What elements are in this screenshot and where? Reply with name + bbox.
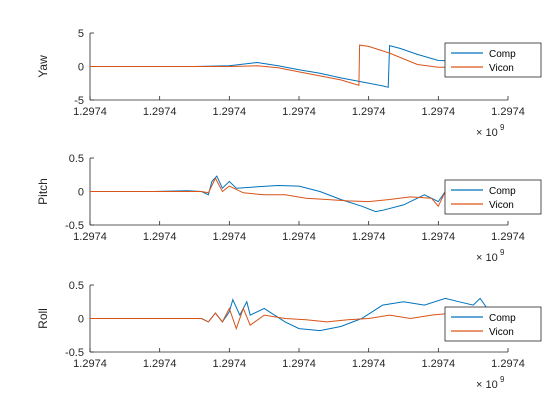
y-tick-label: -0.5 xyxy=(65,220,84,232)
x-tick-label: 1.2974 xyxy=(282,231,316,243)
x-tick-label: 1.2974 xyxy=(352,231,386,243)
legend: Comp Vicon xyxy=(444,42,542,78)
x-tick-label: 1.2974 xyxy=(213,231,247,243)
x-tick-label: 1.2974 xyxy=(491,231,525,243)
legend: Comp Vicon xyxy=(444,306,542,342)
y-axis-label: Pitch xyxy=(36,178,50,205)
y-tick-label: -0.5 xyxy=(65,347,84,359)
x-tick-label: 1.2974 xyxy=(213,106,247,118)
legend-label-comp: Comp xyxy=(489,49,516,60)
x-tick-label: 1.2974 xyxy=(352,358,386,370)
x-tick-label: 1.2974 xyxy=(143,106,177,118)
legend-label-vicon: Vicon xyxy=(489,63,514,74)
legend-label-vicon: Vicon xyxy=(489,200,514,211)
y-tick-label: 0.5 xyxy=(69,153,84,165)
legend-box xyxy=(444,179,542,215)
y-tick-label: 0.5 xyxy=(69,280,84,292)
y-axis-label: Roll xyxy=(36,308,50,329)
y-tick-label: 0 xyxy=(78,187,84,199)
x-exponent-superscript: 9 xyxy=(500,123,505,132)
panel-roll: -0.5 0 0.5 1.2974 1.2974 1.2974 1.2974 1.2974 1.… xyxy=(36,280,542,391)
x-tick-label: 1.2974 xyxy=(491,358,525,370)
x-tick-label: 1.2974 xyxy=(282,358,316,370)
legend-label-comp: Comp xyxy=(489,313,516,324)
x-tick-label: 1.2974 xyxy=(73,231,107,243)
legend-label-comp: Comp xyxy=(489,186,516,197)
x-tick-label: 1.2974 xyxy=(143,358,177,370)
panel-pitch: -0.5 0 0.5 1.2974 1.2974 1.2974 1.2974 1.2974 1.… xyxy=(36,153,542,264)
y-tick-label: -5 xyxy=(74,95,84,107)
x-tick-label: 1.2974 xyxy=(73,358,107,370)
x-tick-label: 1.2974 xyxy=(422,358,456,370)
y-axis-label: Yaw xyxy=(36,55,50,78)
x-tick-label: 1.2974 xyxy=(422,106,456,118)
legend-label-vicon: Vicon xyxy=(489,327,514,338)
x-tick-label: 1.2974 xyxy=(282,106,316,118)
x-exponent-superscript: 9 xyxy=(500,375,505,384)
y-tick-label: 5 xyxy=(78,28,84,40)
x-tick-label: 1.2974 xyxy=(352,106,386,118)
series-line-vicon xyxy=(90,44,508,86)
x-exponent-superscript: 9 xyxy=(500,248,505,257)
y-tick-label: 0 xyxy=(78,314,84,326)
x-exponent-label: × 10 xyxy=(476,252,498,264)
legend-box xyxy=(444,42,542,78)
x-tick-label: 1.2974 xyxy=(73,106,107,118)
legend-box xyxy=(444,306,542,342)
x-tick-label: 1.2974 xyxy=(143,231,177,243)
x-exponent-label: × 10 xyxy=(476,127,498,139)
series-line-vicon xyxy=(90,306,508,331)
legend: Comp Vicon xyxy=(444,179,542,215)
y-tick-label: 0 xyxy=(78,62,84,74)
panel-yaw: -5 0 5 1.2974 1.2974 1.2974 1.2974 1.2974 1.2974… xyxy=(36,28,542,139)
x-exponent-label: × 10 xyxy=(476,379,498,391)
x-tick-label: 1.2974 xyxy=(491,106,525,118)
x-tick-label: 1.2974 xyxy=(422,231,456,243)
x-tick-label: 1.2974 xyxy=(213,358,247,370)
